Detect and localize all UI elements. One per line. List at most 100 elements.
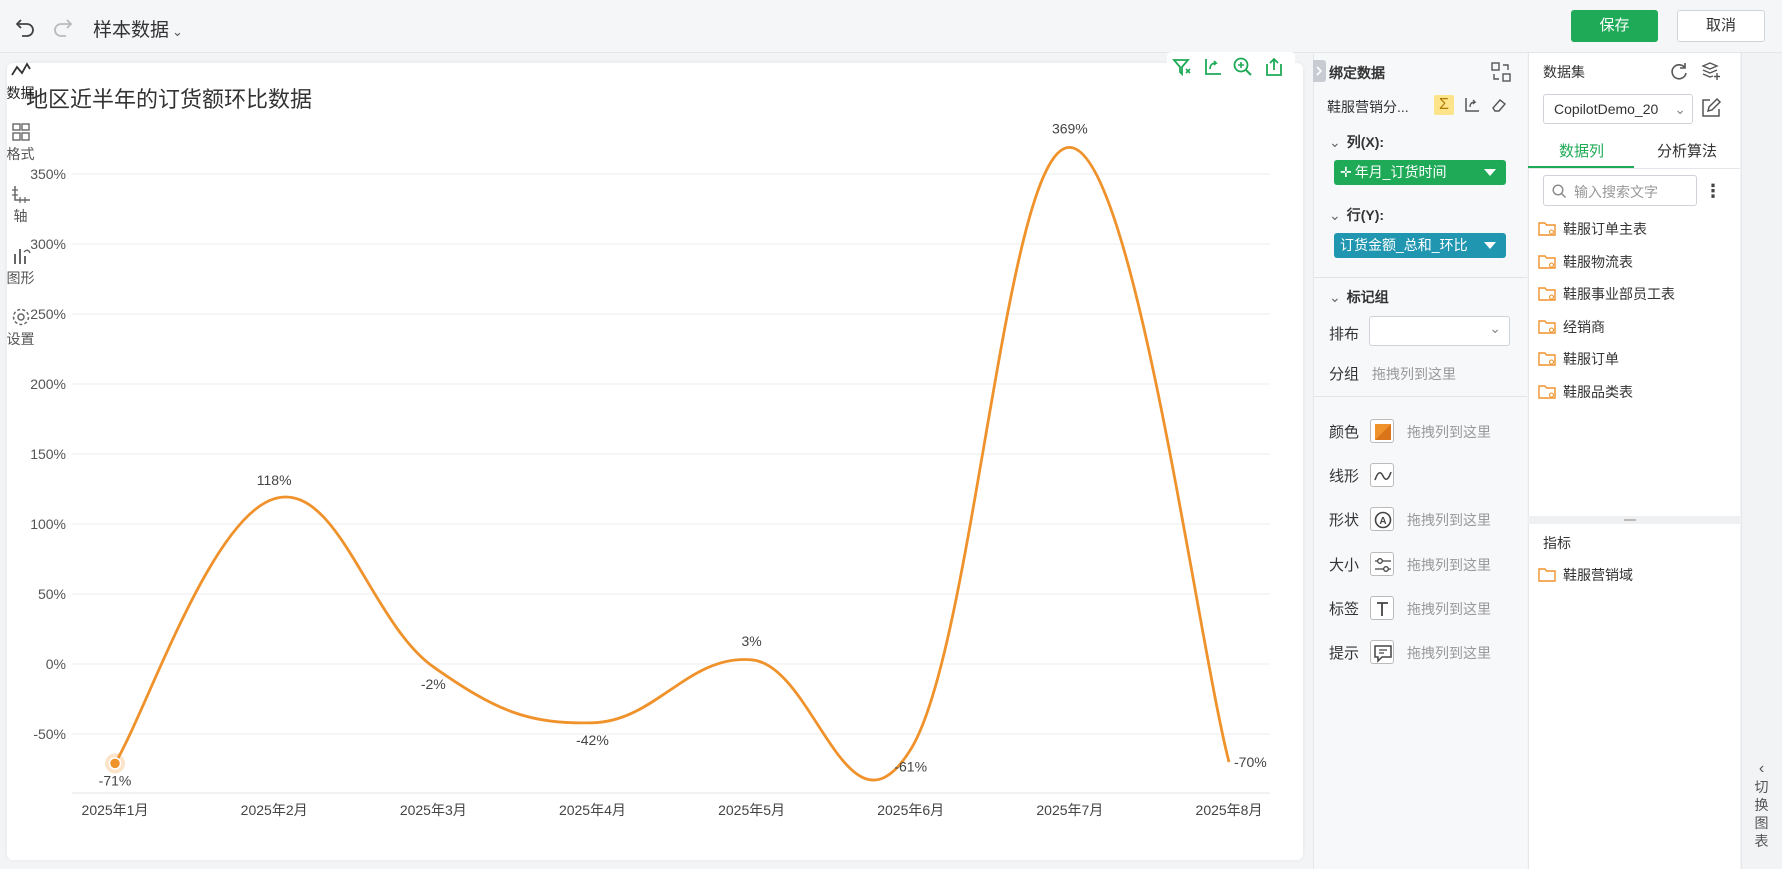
tab-analysis-algorithms[interactable]: 分析算法: [1657, 143, 1718, 160]
mark-drop-zone[interactable]: 拖拽列到这里: [1407, 512, 1491, 528]
mark-drop-zone[interactable]: 拖拽列到这里: [1407, 557, 1491, 573]
data-label: 3%: [741, 633, 761, 649]
dataset-panel-header: 数据集: [1543, 64, 1585, 80]
swap-axes-icon[interactable]: [1202, 56, 1224, 78]
active-tab-indicator: [1528, 166, 1634, 169]
redo-icon[interactable]: [51, 14, 75, 38]
data-label: 118%: [257, 472, 292, 488]
data-label: 369%: [1052, 120, 1088, 136]
mark-drop-zone[interactable]: 拖拽列到这里: [1407, 645, 1491, 661]
group-drop-zone[interactable]: 拖拽列到这里: [1372, 366, 1456, 382]
tab-data-columns[interactable]: 数据列: [1559, 143, 1605, 160]
rail-item-format[interactable]: 格式: [0, 122, 41, 164]
dataset-item-label: 鞋服订单主表: [1563, 221, 1647, 237]
refresh-icon[interactable]: [1668, 60, 1690, 82]
dataset-item-label: 鞋服物流表: [1563, 253, 1633, 270]
search-icon: [1552, 184, 1566, 198]
dataset-item-label: 鞋服订单: [1563, 351, 1619, 367]
rail-item-axis[interactable]: 轴: [0, 184, 41, 226]
dataset-selector[interactable]: 样本数据 ⌄: [93, 15, 183, 42]
export-icon[interactable]: [1263, 56, 1285, 78]
pivot-icon[interactable]: [1463, 96, 1481, 114]
chart-card: [7, 63, 1303, 860]
mark-label-3: 大小: [1329, 557, 1360, 574]
mark-drop-zone[interactable]: 拖拽列到这里: [1407, 601, 1491, 617]
top-toolbar: 样本数据 ⌄ 保存 取消: [0, 0, 1782, 53]
zoom-icon[interactable]: [1232, 56, 1254, 78]
rows-label: 行(Y):: [1346, 207, 1385, 223]
rail-item-settings[interactable]: 设置: [0, 307, 41, 349]
x-tick-label: 2025年2月: [241, 802, 308, 818]
column-field-label: 年月_订货时间: [1354, 164, 1447, 180]
dataset-item-label: 鞋服事业部员工表: [1563, 286, 1675, 302]
add-dataset-icon[interactable]: [1700, 60, 1722, 82]
folder-icon: [1538, 254, 1556, 272]
data-label: -70%: [1234, 754, 1267, 770]
switch-chart-button[interactable]: ‹ 切换图表: [1741, 760, 1782, 850]
row-field-pill[interactable]: 订货金额_总和_环比: [1334, 233, 1506, 258]
rail-item-label: 设置: [6, 331, 35, 347]
y-tick-label: 150%: [30, 446, 66, 462]
right-rail: [1741, 53, 1782, 869]
y-tick-label: 0%: [46, 656, 66, 672]
panel-splitter[interactable]: [1528, 516, 1740, 524]
bind-data-panel: [1313, 53, 1527, 869]
x-tick-label: 2025年3月: [400, 802, 467, 818]
data-label: -42%: [576, 732, 609, 748]
search-input[interactable]: 输入搜索文字: [1543, 175, 1697, 206]
chevron-down-icon[interactable]: ⌄: [1329, 289, 1341, 305]
layout-select[interactable]: ⌄: [1369, 316, 1510, 346]
eraser-icon[interactable]: [1490, 96, 1508, 114]
edit-icon[interactable]: [1700, 97, 1722, 119]
label-icon[interactable]: [1370, 596, 1394, 620]
mark-drop-zone[interactable]: 拖拽列到这里: [1407, 424, 1491, 440]
dropdown-arrow-icon[interactable]: [1484, 169, 1496, 176]
metric-item-label: 鞋服营销域: [1563, 567, 1633, 583]
dataset-item-label: 鞋服品类表: [1563, 383, 1633, 400]
columns-label: 列(X):: [1346, 134, 1385, 150]
data-label: -71%: [99, 772, 132, 788]
shape-icon[interactable]: A: [1370, 507, 1394, 531]
layout-label: 排布: [1329, 326, 1360, 343]
line-shape-icon[interactable]: [1370, 463, 1394, 487]
undo-icon[interactable]: [13, 14, 37, 38]
swap-rows-columns-icon[interactable]: [1490, 61, 1512, 83]
divider: [1313, 277, 1527, 278]
dataset-item-label: 经销商: [1563, 318, 1605, 335]
rail-item-data[interactable]: 数据: [0, 61, 41, 103]
dropdown-arrow-icon[interactable]: [1484, 242, 1496, 249]
rail-item-label: 轴: [13, 208, 28, 224]
folder-icon: [1538, 567, 1556, 585]
chevron-left-icon: ‹: [1758, 760, 1765, 777]
x-tick-label: 2025年4月: [559, 802, 626, 818]
group-label: 分组: [1329, 366, 1360, 383]
chart-title: 地区近半年的订货额环比数据: [26, 87, 313, 112]
data-label: -2%: [421, 676, 446, 692]
color-swatch-icon[interactable]: [1370, 419, 1394, 443]
size-icon[interactable]: [1370, 552, 1394, 576]
more-options-icon[interactable]: ⋮: [1704, 181, 1722, 201]
column-field-pill[interactable]: ✛ 年月_订货时间: [1334, 160, 1506, 185]
x-tick-label: 2025年7月: [1036, 802, 1103, 818]
dataset-select[interactable]: CopilotDemo_20 ⌄: [1543, 94, 1693, 124]
chevron-down-icon[interactable]: ⌄: [1329, 134, 1341, 150]
mark-label-4: 标签: [1329, 601, 1360, 618]
y-tick-label: 200%: [30, 376, 66, 392]
chevron-down-icon[interactable]: ⌄: [1329, 207, 1341, 223]
data-label: -61%: [894, 758, 927, 774]
rail-item-graph[interactable]: 图形: [0, 246, 41, 288]
filter-icon[interactable]: [1171, 56, 1193, 78]
marks-label: 标记组: [1346, 289, 1389, 305]
x-tick-label: 2025年6月: [877, 802, 944, 818]
divider: [1528, 168, 1740, 169]
tooltip-icon[interactable]: [1370, 640, 1394, 664]
collapse-panel-handle[interactable]: [1313, 60, 1326, 82]
bind-panel-header: 绑定数据: [1329, 65, 1385, 81]
mark-label-1: 线形: [1329, 468, 1360, 485]
cancel-button[interactable]: 取消: [1677, 10, 1765, 42]
y-tick-label: 300%: [30, 236, 66, 252]
save-button[interactable]: 保存: [1571, 10, 1658, 42]
line-chart: -50% 0% 50% 100% 150% 200% 250% 300% 350% 2025年1月…: [30, 120, 1270, 818]
x-tick-label: 2025年8月: [1196, 802, 1263, 818]
sigma-icon[interactable]: Σ: [1434, 95, 1454, 115]
